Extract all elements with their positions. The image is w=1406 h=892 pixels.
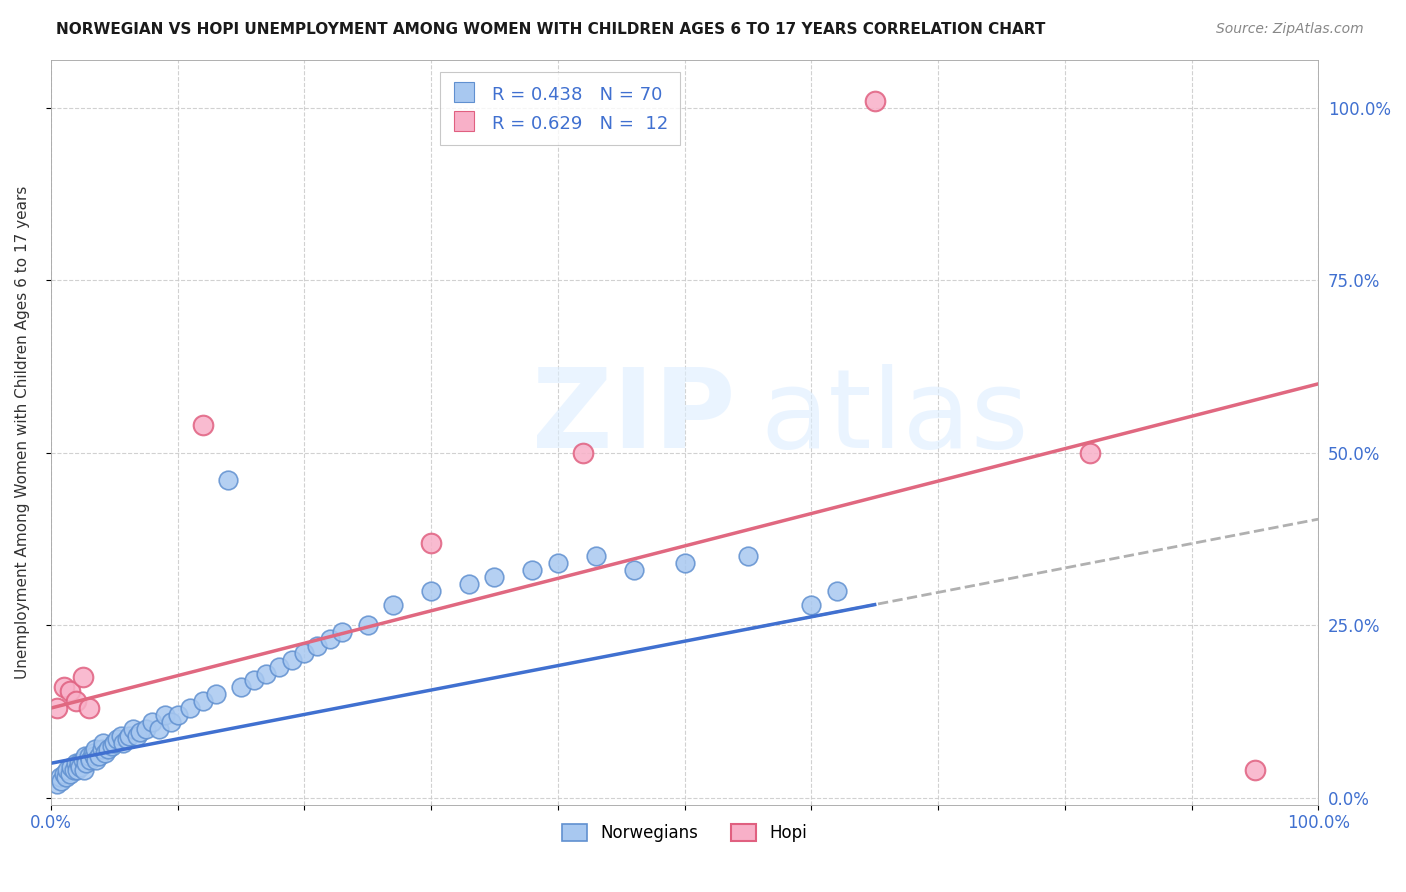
Point — [125, 729, 148, 743]
Point — [484, 570, 506, 584]
Point — [77, 701, 100, 715]
Point — [46, 777, 69, 791]
Text: Source: ZipAtlas.com: Source: ZipAtlas.com — [1216, 22, 1364, 37]
Point — [52, 766, 75, 780]
Point — [94, 746, 117, 760]
Point — [112, 735, 135, 749]
Point — [547, 556, 569, 570]
Point — [623, 563, 645, 577]
Point — [160, 714, 183, 729]
Point — [72, 670, 94, 684]
Text: NORWEGIAN VS HOPI UNEMPLOYMENT AMONG WOMEN WITH CHILDREN AGES 6 TO 17 YEARS CORR: NORWEGIAN VS HOPI UNEMPLOYMENT AMONG WOM… — [56, 22, 1046, 37]
Point — [73, 749, 96, 764]
Point — [148, 722, 170, 736]
Point — [863, 94, 886, 108]
Text: atlas: atlas — [761, 364, 1029, 471]
Point — [229, 681, 252, 695]
Point — [83, 749, 105, 764]
Y-axis label: Unemployment Among Women with Children Ages 6 to 17 years: Unemployment Among Women with Children A… — [15, 186, 30, 679]
Point — [65, 694, 87, 708]
Point — [73, 763, 96, 777]
Point — [60, 760, 83, 774]
Point — [292, 646, 315, 660]
Point — [135, 722, 157, 736]
Point — [242, 673, 264, 688]
Point — [115, 732, 138, 747]
Point — [204, 687, 226, 701]
Point — [572, 446, 595, 460]
Point — [522, 563, 544, 577]
Point — [179, 701, 201, 715]
Point — [110, 729, 132, 743]
Point — [141, 714, 163, 729]
Point — [254, 666, 277, 681]
Point — [100, 739, 122, 753]
Point — [84, 742, 107, 756]
Point — [357, 618, 380, 632]
Point — [420, 583, 443, 598]
Point — [267, 659, 290, 673]
Point — [82, 746, 104, 760]
Point — [75, 756, 97, 771]
Point — [153, 708, 176, 723]
Text: ZIP: ZIP — [533, 364, 735, 471]
Point — [55, 770, 77, 784]
Point — [191, 418, 214, 433]
Point — [69, 760, 91, 774]
Point — [1078, 446, 1101, 460]
Point — [166, 708, 188, 723]
Point — [79, 753, 101, 767]
Point — [59, 683, 82, 698]
Point — [305, 639, 328, 653]
Point — [191, 694, 214, 708]
Point — [105, 732, 128, 747]
Point — [48, 770, 70, 784]
Point — [103, 735, 125, 749]
Point — [62, 763, 84, 777]
Point — [382, 598, 405, 612]
Point — [458, 577, 481, 591]
Point — [56, 763, 79, 777]
Point — [825, 583, 848, 598]
Point — [91, 735, 114, 749]
Point — [46, 701, 69, 715]
Point — [128, 725, 150, 739]
Point — [65, 756, 87, 771]
Point — [90, 742, 112, 756]
Point — [86, 753, 108, 767]
Point — [87, 749, 110, 764]
Point — [800, 598, 823, 612]
Point — [673, 556, 696, 570]
Point — [49, 773, 72, 788]
Point — [420, 535, 443, 549]
Point — [118, 729, 141, 743]
Point — [585, 549, 607, 564]
Point — [217, 474, 239, 488]
Point — [737, 549, 759, 564]
Point — [318, 632, 340, 646]
Point — [77, 749, 100, 764]
Point — [59, 766, 82, 780]
Point — [72, 753, 94, 767]
Point — [122, 722, 145, 736]
Point — [97, 742, 120, 756]
Point — [1244, 763, 1267, 777]
Point — [66, 763, 89, 777]
Point — [67, 756, 90, 771]
Point — [330, 625, 353, 640]
Point — [52, 681, 75, 695]
Point — [280, 653, 302, 667]
Legend: R = 0.438   N = 70, R = 0.629   N =  12: R = 0.438 N = 70, R = 0.629 N = 12 — [440, 72, 679, 145]
